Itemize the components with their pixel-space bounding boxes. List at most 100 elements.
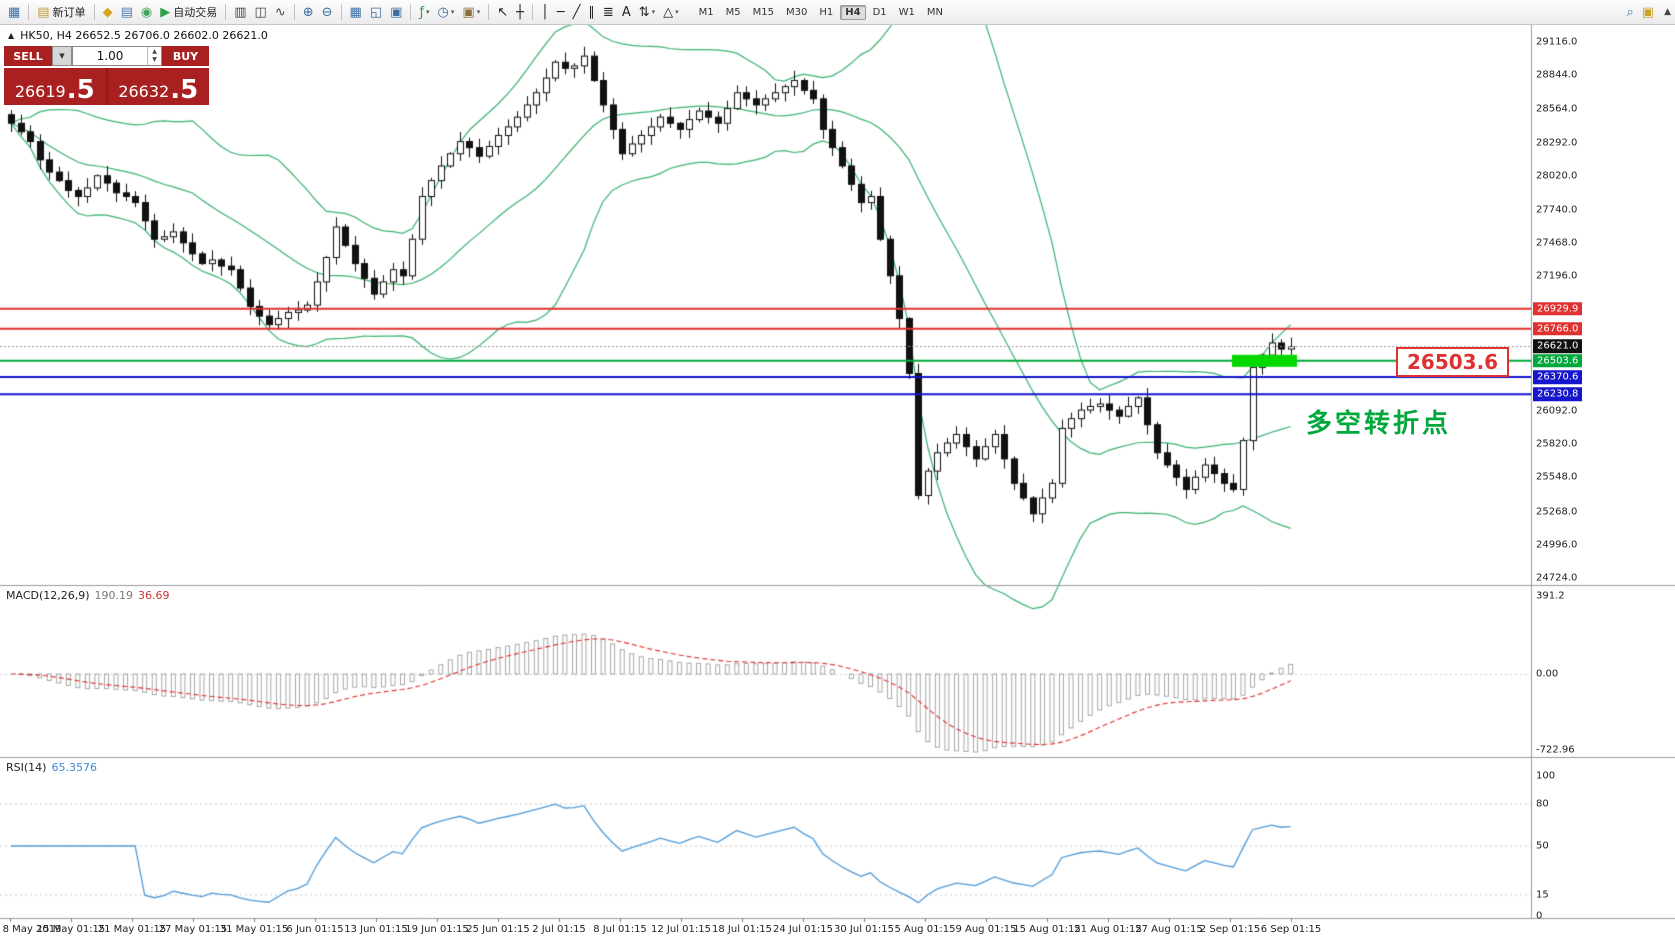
volume-up-icon[interactable]: ▲ [152, 48, 157, 55]
date-axis-label: 25 Jun 01:15 [466, 924, 530, 935]
price-line-tag[interactable]: 26230.8 [1533, 387, 1583, 401]
search-icon[interactable]: ⌕ [1624, 2, 1637, 22]
app-icon[interactable]: ▦ [5, 2, 23, 22]
fibonacci-icon-glyph: ≣ [602, 4, 614, 20]
horizontal-line-icon-glyph: ─ [556, 4, 565, 20]
cursor-icon[interactable]: ↖ [494, 2, 511, 22]
vertical-line-icon-glyph: │ [540, 4, 549, 20]
date-axis-label: 18 Jul 01:15 [712, 924, 772, 935]
zoom-in-icon-glyph: ⊕ [302, 4, 314, 20]
price-axis-label: 24996.0 [1536, 539, 1578, 551]
timeframe-mn[interactable]: MN [926, 6, 944, 18]
app-icon-glyph: ▦ [8, 4, 21, 20]
trendline-icon[interactable]: ╱ [570, 2, 584, 22]
rsi-name: RSI(14) [6, 761, 47, 774]
turning-point-annotation[interactable]: 多空转折点 [1306, 409, 1452, 439]
buy-price-button[interactable]: 26632 .5 [107, 68, 209, 105]
price-axis-label: 24724.0 [1536, 572, 1578, 584]
date-axis-label: 2 Sep 01:15 [1199, 924, 1261, 935]
date-axis-label: 24 Jul 01:15 [773, 924, 833, 935]
tile-windows-icon-glyph: ▦ [349, 4, 362, 20]
toolbar-separator [410, 4, 412, 20]
date-axis-label: 21 May 01:15 [97, 924, 167, 935]
timeframe-h1[interactable]: H1 [819, 6, 834, 18]
crosshair-icon[interactable]: ┼ [513, 2, 527, 22]
periods-icon-dropdown[interactable]: ▾ [450, 8, 455, 16]
toolbar-separator [340, 4, 342, 20]
toolbar-overflow-icon[interactable]: ▲ [1664, 7, 1671, 17]
sell-price-button[interactable]: 26619 .5 [4, 68, 106, 105]
rsi-axis-label: 100 [1536, 770, 1556, 782]
templates-icon-dropdown[interactable]: ▾ [476, 8, 481, 16]
price-axis-label: 27196.0 [1536, 270, 1578, 282]
one-click-toggle-icon[interactable]: ▲ [8, 31, 15, 40]
date-axis-label: 5 Aug 01:15 [894, 924, 956, 935]
periods-icon[interactable]: ◷ ▾ [435, 2, 458, 22]
price-line-tag[interactable]: 26766.0 [1533, 322, 1583, 336]
templates-icon[interactable]: ▣ ▾ [459, 2, 483, 22]
bar-chart-icon-glyph: ▥ [234, 4, 247, 20]
rsi-axis-label: 15 [1536, 889, 1549, 901]
timeframe-toolbar: M1 M5 M15 M30 H1 H4 D1 W1 MN [693, 4, 949, 20]
arrows-icon-dropdown[interactable]: ▾ [651, 8, 656, 16]
trade-panel-prices: 26619 .5 26632 .5 [4, 68, 209, 105]
sell-price-main: 26619 [14, 82, 66, 101]
timeframe-w1[interactable]: W1 [898, 6, 915, 18]
fibonacci-icon[interactable]: ≣ [600, 2, 617, 22]
price-axis-label: 28844.0 [1536, 69, 1578, 81]
channel-icon[interactable]: ∥ [585, 2, 598, 22]
auto-trading-button[interactable]: ▶ 自动交易 [157, 2, 220, 22]
market-watch-icon[interactable]: ▤ [118, 2, 136, 22]
volume-value[interactable]: 1.00 [96, 49, 124, 63]
date-axis-label: 15 Aug 01:15 [1013, 924, 1081, 935]
price-line-tag[interactable]: 26621.0 [1533, 339, 1583, 354]
macd-main-value: 190.19 [94, 589, 134, 602]
zoom-out-icon[interactable]: ⊖ [319, 2, 336, 22]
timeframe-m1[interactable]: M1 [698, 6, 714, 18]
line-chart-icon[interactable]: ∿ [272, 2, 289, 22]
new-order-button[interactable]: ▤ 新订单 [34, 2, 88, 22]
indicators-icon-dropdown[interactable]: ▾ [426, 8, 430, 16]
macd-name: MACD(12,26,9) [6, 589, 90, 602]
price-line-tag[interactable]: 26370.6 [1533, 370, 1583, 384]
date-axis-label: 2 Jul 01:15 [532, 924, 586, 935]
volume-field[interactable]: 1.00 ▲ ▼ [72, 46, 162, 66]
timeframe-m15[interactable]: M15 [752, 6, 775, 18]
indicators-icon[interactable]: ƒ ▾ [416, 2, 432, 22]
vertical-line-icon[interactable]: │ [538, 2, 552, 22]
chat-icon[interactable]: ▣ [1639, 2, 1657, 22]
sell-button[interactable]: SELL [4, 46, 52, 66]
periods-icon-glyph: ◷ [437, 4, 449, 20]
candlestick-chart-icon[interactable]: ◫ [252, 2, 270, 22]
horizontal-line-icon[interactable]: ─ [554, 2, 568, 22]
grid-icon[interactable]: ▣ [387, 2, 405, 22]
shapes-icon-glyph: △ [663, 4, 674, 20]
text-icon-glyph: A [621, 4, 631, 20]
navigator-icon[interactable]: ◉ [138, 2, 155, 22]
shapes-icon-dropdown[interactable]: ▾ [675, 8, 679, 16]
rsi-axis-label: 50 [1536, 840, 1549, 852]
text-icon[interactable]: A [619, 2, 634, 22]
tile-windows-icon[interactable]: ▦ [347, 2, 365, 22]
volume-dropdown-icon[interactable]: ▼ [52, 46, 72, 66]
date-axis-label: 30 Jul 01:15 [834, 924, 894, 935]
timeframe-d1[interactable]: D1 [872, 6, 887, 18]
volume-down-icon[interactable]: ▼ [152, 56, 157, 63]
price-line-tag[interactable]: 26929.9 [1533, 302, 1583, 316]
volume-stepper[interactable]: ▲ ▼ [147, 47, 161, 65]
bar-chart-icon[interactable]: ▥ [231, 2, 249, 22]
date-axis-label: 13 Jun 01:15 [344, 924, 408, 935]
timeframe-m5[interactable]: M5 [725, 6, 741, 18]
price-line-tag[interactable]: 26503.6 [1533, 354, 1583, 368]
shapes-icon[interactable]: △ ▾ [660, 2, 682, 22]
zoom-in-icon[interactable]: ⊕ [300, 2, 317, 22]
arrows-icon[interactable]: ⇅ ▾ [636, 2, 658, 22]
support-price-label[interactable]: 26503.6 [1396, 347, 1510, 377]
auto-arrange-icon[interactable]: ◱ [367, 2, 385, 22]
profiles-icon[interactable]: ◆ [100, 2, 116, 22]
buy-button[interactable]: BUY [162, 46, 209, 66]
timeframe-m30[interactable]: M30 [786, 6, 808, 18]
timeframe-h4[interactable]: H4 [840, 4, 866, 20]
